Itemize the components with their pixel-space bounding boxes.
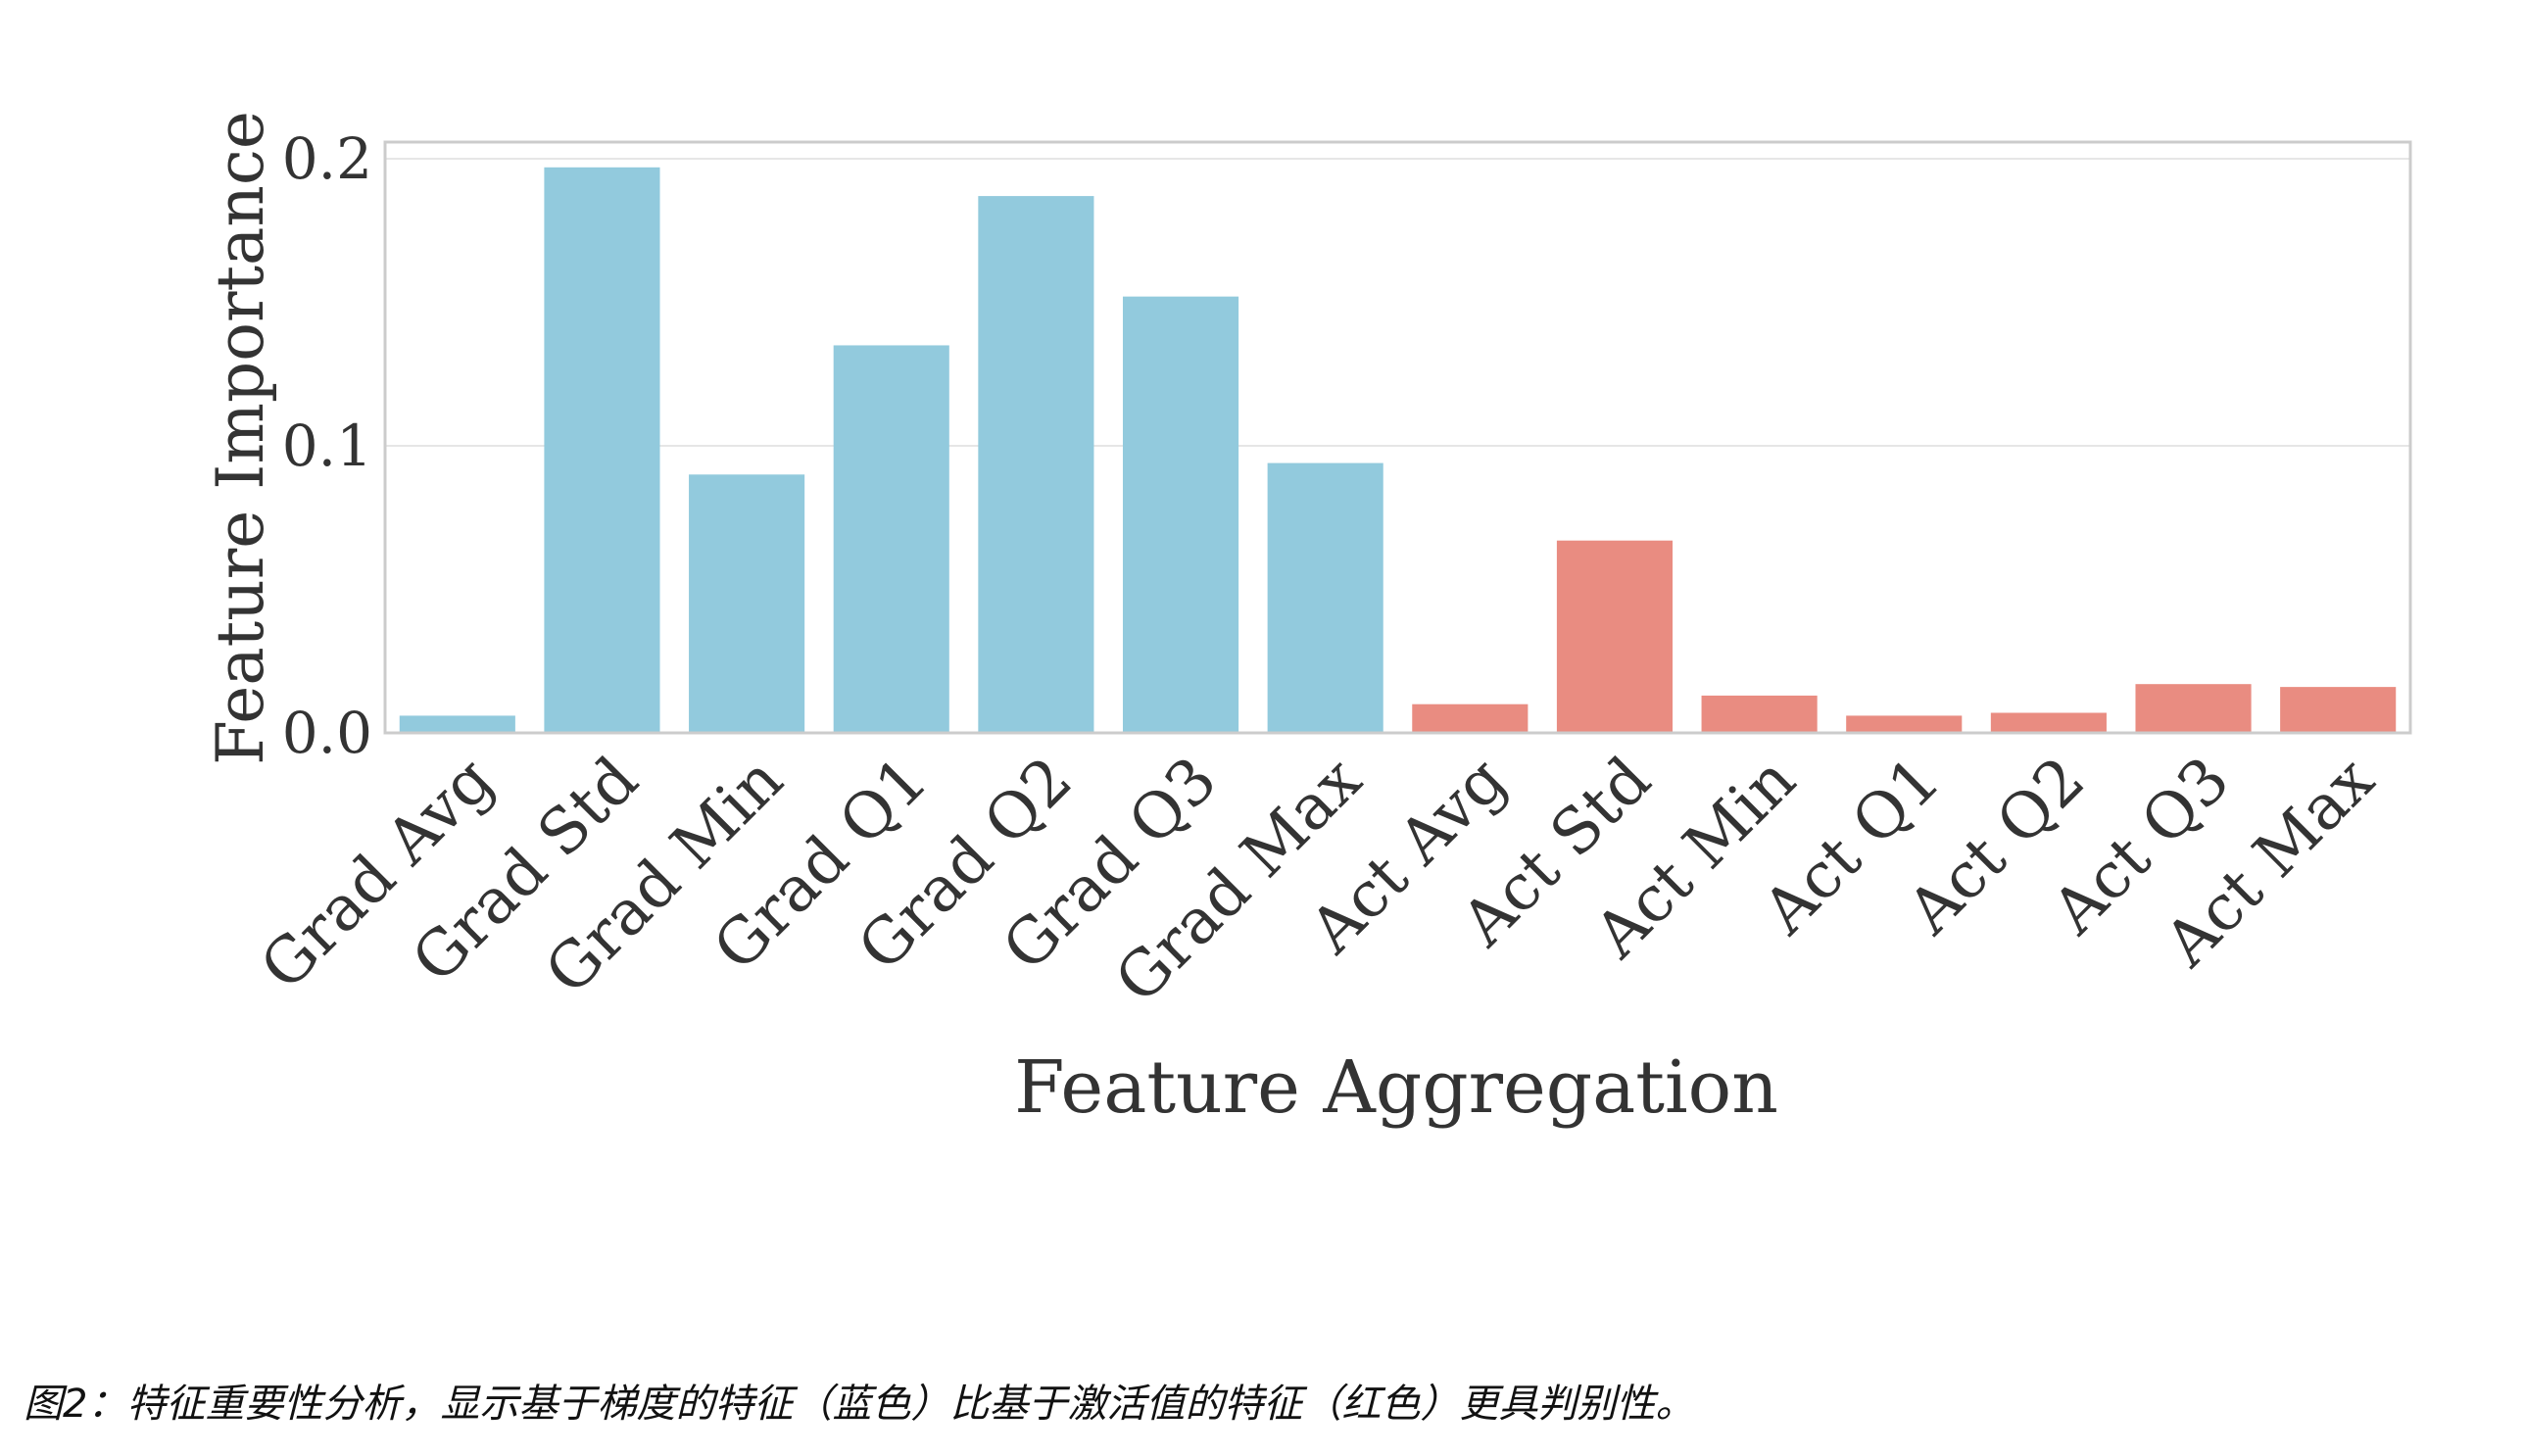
y-tick-labels: 0.0 0.1 0.2	[282, 125, 372, 766]
bar-act-q2	[1990, 712, 2107, 733]
y-axis-label: Feature Importance	[203, 111, 278, 765]
bar-act-q1	[1846, 715, 1963, 733]
bar-grad-min	[689, 474, 805, 733]
figure-caption: 图2：特征重要性分析，显示基于梯度的特征（蓝色）比基于激活值的特征（红色）更具判…	[24, 1382, 1695, 1427]
bar-act-std	[1556, 540, 1674, 733]
y-tick-label: 0.0	[282, 700, 372, 766]
bar-grad-std	[544, 167, 660, 734]
bar-act-max	[2280, 687, 2397, 733]
bar-grad-q2	[978, 196, 1094, 734]
x-axis-label: Feature Aggregation	[1014, 1045, 1778, 1130]
bar-grad-q3	[1122, 296, 1239, 733]
bar-act-q3	[2135, 684, 2252, 733]
bars	[399, 167, 2397, 734]
plot-frame	[383, 140, 2412, 735]
bar-grad-q1	[833, 345, 949, 733]
chart-figure: 0.0 0.1 0.2 Grad Avg Grad Std Grad Min Grad Q…	[203, 111, 2412, 1130]
bar-act-avg	[1412, 704, 1529, 733]
y-tick-label: 0.2	[282, 125, 372, 192]
bar-act-min	[1701, 695, 1818, 733]
y-tick-label: 0.1	[282, 413, 372, 479]
bar-grad-avg	[399, 715, 515, 733]
bar-grad-max	[1267, 462, 1383, 733]
